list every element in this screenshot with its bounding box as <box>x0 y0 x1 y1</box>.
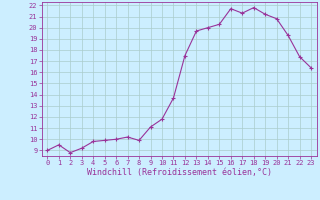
X-axis label: Windchill (Refroidissement éolien,°C): Windchill (Refroidissement éolien,°C) <box>87 168 272 177</box>
